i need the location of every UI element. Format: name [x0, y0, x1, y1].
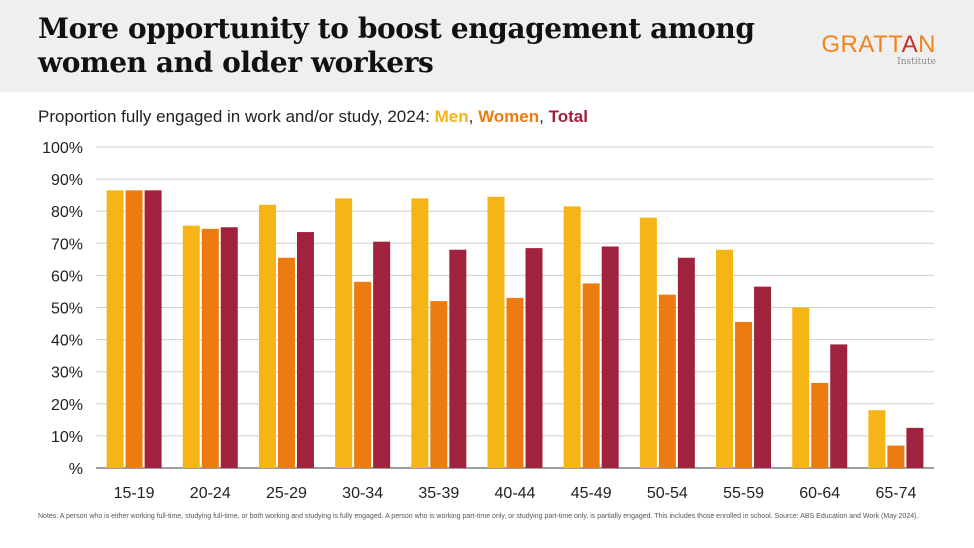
y-tick-label: 90% — [51, 172, 83, 189]
x-tick-label: 30-34 — [342, 485, 383, 502]
legend-women: Women — [478, 107, 540, 126]
y-tick-label: 30% — [51, 365, 83, 382]
bar-total — [754, 286, 772, 468]
bar-women — [277, 257, 295, 468]
x-tick-label: 60-64 — [799, 485, 840, 502]
bar-men — [411, 198, 429, 469]
bar-men — [182, 225, 200, 468]
bar-women — [811, 382, 829, 468]
subtitle-comma-1: , — [468, 107, 479, 126]
x-tick-label: 35-39 — [418, 485, 459, 502]
y-tick-label: 50% — [51, 301, 83, 318]
x-tick-label: 45-49 — [571, 485, 612, 502]
y-tick-label: 80% — [51, 204, 83, 221]
bar-men — [487, 196, 505, 468]
x-tick-label: 65-74 — [875, 485, 916, 502]
bar-women — [887, 445, 905, 468]
y-tick-label: 10% — [51, 429, 83, 446]
bar-chart: % 10% 20% 30% 40% 50% 60% 70% 80% 90% 100% 15-19 20-… — [42, 140, 934, 502]
bar-men — [792, 307, 810, 468]
logo-subtitle: Institute — [897, 57, 936, 67]
bar-women — [201, 228, 219, 468]
bar-total — [220, 227, 238, 468]
logo-part-1: GRATT — [821, 31, 902, 58]
bar-men — [335, 198, 353, 469]
bar-women — [430, 301, 448, 468]
bar-total — [373, 241, 391, 468]
legend-total: Total — [548, 107, 588, 126]
bar-women — [582, 283, 600, 468]
bar-total — [296, 232, 314, 468]
bar-total — [830, 344, 848, 468]
logo-wordmark: GRATTAN — [821, 33, 936, 57]
x-tick-label: 15-19 — [114, 485, 155, 502]
bar-women — [125, 190, 143, 468]
bar-men — [868, 410, 886, 468]
bar-men — [258, 204, 276, 468]
bar-women — [354, 281, 372, 468]
y-tick-label: % — [69, 461, 83, 478]
bar-total — [906, 427, 924, 468]
bar-women — [506, 297, 524, 468]
bar-men — [106, 190, 124, 468]
subtitle-comma-2: , — [539, 107, 549, 126]
y-tick-label: 20% — [51, 397, 83, 414]
bar-total — [677, 257, 695, 468]
x-tick-label: 55-59 — [723, 485, 764, 502]
bar-men — [639, 217, 657, 468]
chart-subtitle: Proportion fully engaged in work and/or … — [38, 107, 588, 127]
x-tick-label: 20-24 — [190, 485, 231, 502]
bar-total — [525, 248, 543, 468]
x-tick-label: 50-54 — [647, 485, 688, 502]
bar-women — [735, 321, 753, 468]
logo-part-2: A — [901, 31, 919, 58]
logo-part-3: N — [918, 31, 936, 58]
legend-men: Men — [434, 107, 469, 126]
y-tick-label: 70% — [51, 236, 83, 253]
grattan-logo: GRATTAN Institute — [821, 33, 936, 68]
x-tick-label: 25-29 — [266, 485, 307, 502]
bar-total — [449, 249, 467, 468]
y-tick-label: 100% — [42, 140, 83, 157]
bar-men — [716, 249, 734, 468]
bar-total — [601, 246, 619, 468]
chart-title: More opportunity to boost engagement amo… — [38, 12, 755, 79]
bar-men — [563, 206, 581, 468]
y-tick-label: 60% — [51, 268, 83, 285]
bar-total — [144, 190, 162, 468]
bar-women — [658, 294, 676, 468]
y-tick-label: 40% — [51, 333, 83, 350]
header: More opportunity to boost engagement amo… — [0, 0, 974, 92]
subtitle-text: Proportion fully engaged in work and/or … — [38, 107, 435, 126]
chart-notes: Notes: A person who is either working fu… — [38, 513, 919, 520]
x-tick-label: 40-44 — [495, 485, 536, 502]
